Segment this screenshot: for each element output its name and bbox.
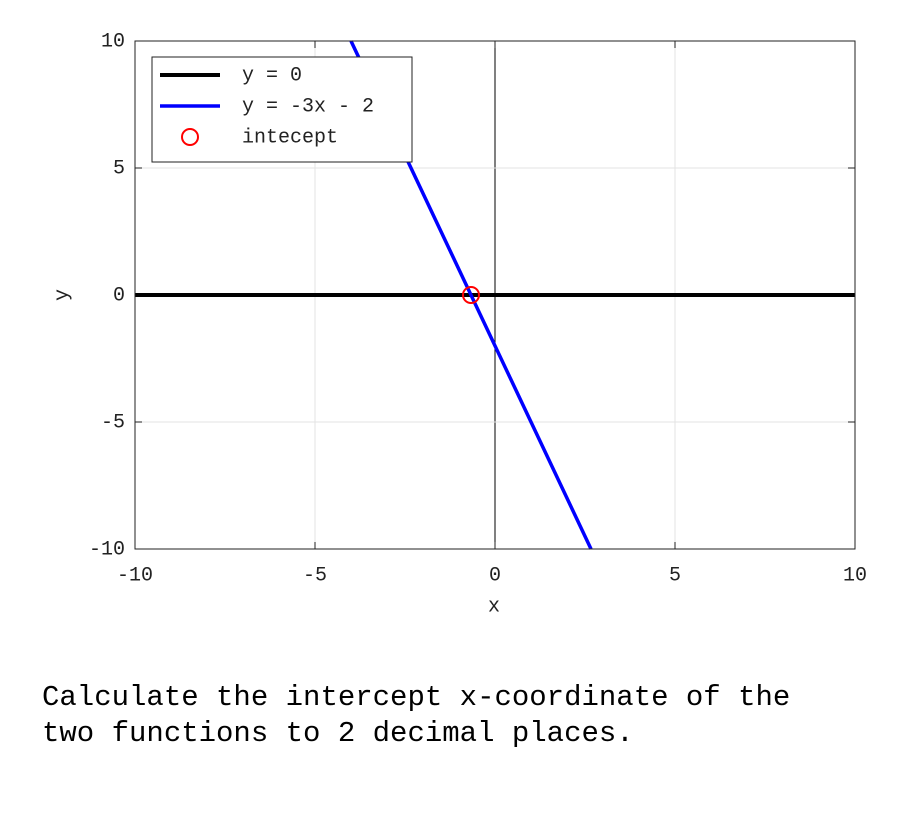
x-tick-label: 10 bbox=[843, 564, 867, 587]
y-tick-label: 10 bbox=[101, 30, 125, 53]
y-tick-label: 0 bbox=[113, 284, 125, 307]
legend-label: y = -3x - 2 bbox=[242, 95, 374, 118]
legend-marker bbox=[181, 128, 199, 146]
x-tick-label: -5 bbox=[303, 564, 327, 587]
y-tick-label: -5 bbox=[101, 411, 125, 434]
legend-label: y = 0 bbox=[242, 64, 302, 87]
chart: x y -10 -5 0 5 10 -10 -5 0 5 10 y = 0 y = -3x - 2 in… bbox=[51, 30, 867, 618]
x-axis-label: x bbox=[488, 595, 500, 618]
x-tick-label: 0 bbox=[489, 564, 501, 587]
x-tick-label: 5 bbox=[669, 564, 681, 587]
scatter-point bbox=[461, 286, 480, 304]
y-tick-label: -10 bbox=[89, 538, 125, 561]
x-tick-label: -10 bbox=[117, 564, 153, 587]
legend-label: intecept bbox=[242, 126, 338, 149]
question-text: Calculate the intercept x-coordinate of … bbox=[42, 681, 791, 750]
legend: y = 0 y = -3x - 2 intecept bbox=[151, 56, 413, 163]
y-tick-label: 5 bbox=[113, 157, 125, 180]
plot-frame bbox=[134, 40, 856, 550]
y-axis-label: y bbox=[51, 289, 74, 301]
